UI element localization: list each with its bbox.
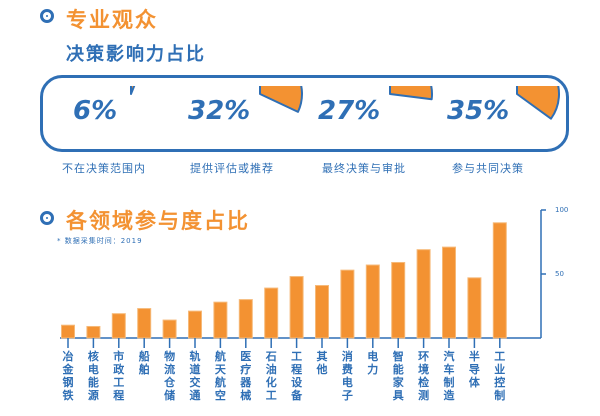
- bar: [238, 299, 253, 339]
- pie-wedge-icon: [130, 86, 136, 95]
- category-label: 船舶: [138, 350, 150, 376]
- pie-label: 不在决策范围内: [62, 162, 146, 175]
- pie-percent: 6%: [73, 96, 118, 126]
- section1-title: 专业观众: [66, 8, 158, 32]
- bar: [213, 301, 228, 339]
- section2-title: 各领域参与度占比: [66, 209, 250, 233]
- category-label: 轨道交通: [189, 350, 201, 402]
- bar: [111, 313, 126, 339]
- pie-percent: 27%: [318, 96, 381, 126]
- bar: [289, 276, 304, 339]
- bar: [162, 319, 177, 339]
- pie-slice: [259, 86, 303, 113]
- category-label: 电力: [367, 350, 379, 376]
- bar-chart: 50 100: [60, 206, 568, 348]
- category-label: 智能家具: [392, 350, 404, 402]
- y-tick-label: 100: [555, 206, 568, 214]
- category-label: 航天航空: [214, 350, 226, 402]
- pie-item-2: 32%: [188, 86, 308, 146]
- bar: [391, 261, 406, 339]
- category-label: 核电能源: [87, 350, 99, 402]
- pie-label: 最终决策与审批: [322, 162, 406, 175]
- pie-wedge-icon: [259, 86, 303, 113]
- bar: [264, 287, 279, 339]
- data-note: * 数据采集时间：2019: [57, 237, 143, 245]
- bar: [442, 246, 456, 339]
- pie-panel: [40, 75, 569, 152]
- category-label: 市政工程: [113, 350, 125, 402]
- category-label: 医疗器械: [240, 350, 252, 402]
- category-label: 石油化工: [265, 350, 277, 402]
- pie-slice: [130, 86, 136, 95]
- category-label: 物流仓储: [164, 350, 176, 402]
- category-label: 半导体: [468, 350, 480, 389]
- pie-wedge-icon: [389, 86, 433, 101]
- pie-slice: [389, 86, 433, 101]
- bar: [137, 308, 152, 339]
- bar: [365, 264, 380, 339]
- pie-percent: 32%: [188, 96, 251, 126]
- bar: [340, 269, 355, 339]
- category-label: 工业控制: [494, 350, 506, 402]
- bar: [86, 325, 101, 339]
- bar: [416, 249, 431, 339]
- section1-subtitle: 决策影响力占比: [66, 44, 206, 65]
- pie-percent: 35%: [447, 96, 510, 126]
- category-label: 消费电子: [341, 350, 353, 402]
- category-label: 汽车制造: [443, 350, 455, 402]
- pie-item-4: 35%: [447, 86, 567, 146]
- pie-item-1: 6%: [73, 86, 183, 146]
- y-tick-label: 50: [555, 270, 564, 278]
- category-label: 环境检测: [418, 350, 430, 402]
- pie-label: 提供评估或推荐: [190, 162, 274, 175]
- pie-label: 参与共同决策: [452, 162, 524, 175]
- category-label: 其他: [316, 350, 328, 376]
- pie-item-3: 27%: [318, 86, 440, 146]
- section2-bullet-icon: [40, 211, 54, 225]
- category-label: 工程设备: [291, 350, 303, 402]
- section1-bullet-icon: [40, 9, 54, 23]
- category-label: 冶金钢铁: [62, 350, 74, 402]
- bar: [315, 285, 329, 339]
- bar: [492, 222, 507, 339]
- bar: [467, 277, 482, 339]
- bar: [188, 310, 202, 339]
- pie-wedge-icon: [516, 86, 560, 120]
- pie-slice: [516, 86, 560, 120]
- bar: [61, 324, 75, 339]
